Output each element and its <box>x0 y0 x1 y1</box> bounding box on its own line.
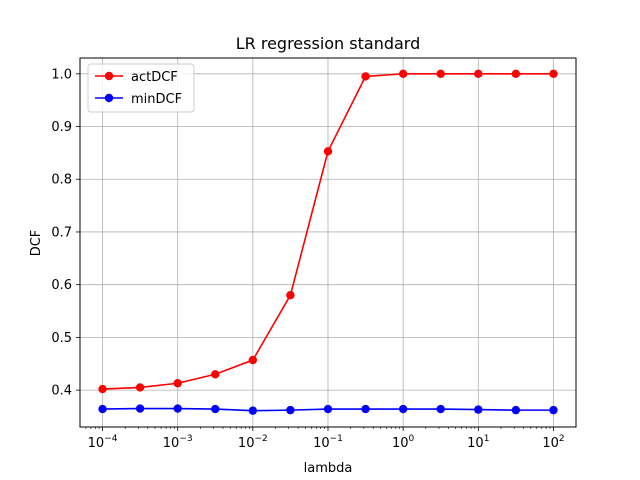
y-tick-label: 0.4 <box>51 384 72 399</box>
data-point-minDCF <box>98 404 107 414</box>
data-point-minDCF <box>286 405 295 415</box>
legend-marker-minDCF <box>104 93 114 103</box>
y-tick-label: 0.9 <box>51 120 72 135</box>
grid <box>80 58 576 427</box>
data-point-minDCF <box>511 405 521 415</box>
data-point-minDCF <box>248 406 258 415</box>
data-point-actDCF <box>98 384 107 394</box>
chart-title: LR regression standard <box>236 34 421 53</box>
data-point-actDCF <box>436 69 445 79</box>
data-point-actDCF <box>286 291 295 300</box>
x-tick-label: 10−2 <box>238 434 268 451</box>
data-point-actDCF <box>511 69 521 79</box>
axis-ticks: 10−4 10−3 10−2 10−1 100 101 102 0.4 0.5 0.6 0.7 0.8… <box>51 67 564 451</box>
x-tick-label: 100 <box>392 434 415 451</box>
data-point-actDCF <box>135 383 145 392</box>
data-point-actDCF <box>549 69 558 79</box>
data-point-minDCF <box>398 404 408 414</box>
y-tick-label: 0.5 <box>51 331 72 346</box>
data-point-actDCF <box>323 147 333 156</box>
data-point-actDCF <box>474 69 483 79</box>
y-tick-label: 0.6 <box>51 278 72 293</box>
y-tick-label: 0.7 <box>51 225 72 240</box>
data-point-actDCF <box>211 370 220 379</box>
data-point-minDCF <box>323 404 333 414</box>
data-point-actDCF <box>173 379 182 388</box>
x-tick-label: 101 <box>467 434 489 451</box>
x-axis-label: lambda <box>304 461 353 476</box>
data-point-minDCF <box>549 405 558 415</box>
data-point-minDCF <box>474 405 483 414</box>
legend-marker-actDCF <box>104 71 114 81</box>
legend: actDCF minDCF <box>87 63 195 113</box>
y-tick-label: 1.0 <box>51 67 72 82</box>
x-tick-label: 10−1 <box>313 434 343 451</box>
series-group <box>98 69 558 415</box>
x-tick-label: 10−3 <box>163 434 193 451</box>
legend-label-minDCF: minDCF <box>131 92 182 107</box>
data-point-actDCF <box>248 355 258 365</box>
y-axis-label: DCF <box>29 230 44 257</box>
data-point-minDCF <box>173 404 182 413</box>
x-tick-label: 10−4 <box>88 434 118 451</box>
data-point-actDCF <box>361 72 370 81</box>
data-point-minDCF <box>135 404 145 413</box>
y-tick-label: 0.8 <box>51 173 72 188</box>
data-point-minDCF <box>211 404 220 414</box>
legend-label-actDCF: actDCF <box>131 70 178 85</box>
data-point-minDCF <box>361 404 370 414</box>
x-tick-label: 102 <box>542 434 564 451</box>
data-point-minDCF <box>436 404 445 414</box>
data-point-actDCF <box>398 69 408 79</box>
